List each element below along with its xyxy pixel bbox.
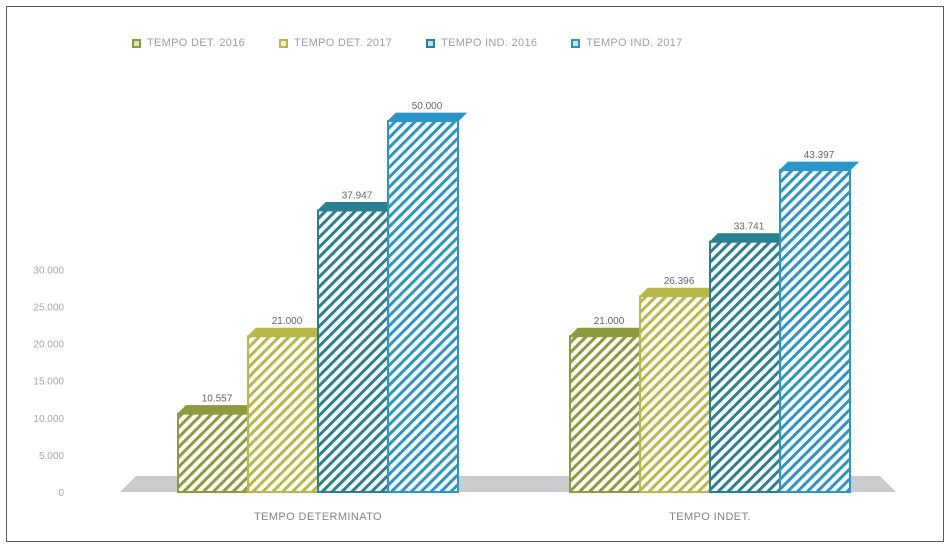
legend-swatch-series-1: [132, 38, 141, 48]
data-label: 21.000: [594, 316, 625, 327]
y-tick-label: 20.000: [33, 340, 64, 351]
bar: [569, 335, 641, 493]
bar: [317, 209, 389, 493]
data-label: 21.000: [272, 316, 303, 327]
legend: TEMPO DET. 2016 TEMPO DET. 2017 TEMPO IN…: [132, 34, 852, 52]
data-label: 43.397: [804, 150, 835, 161]
bar: [177, 412, 249, 493]
bar-top: [246, 327, 328, 337]
bar-top: [568, 327, 650, 337]
bar: [247, 335, 319, 493]
bar: [387, 120, 459, 493]
bar-top: [708, 233, 790, 243]
legend-label-series-1: TEMPO DET. 2016: [147, 37, 246, 49]
bar-top: [316, 202, 398, 212]
data-label: 37.947: [342, 191, 373, 202]
y-tick-label: 5.000: [39, 451, 64, 462]
legend-item: TEMPO IND. 2016: [426, 37, 537, 49]
y-tick-label: 0: [58, 488, 64, 499]
bar: [639, 295, 711, 493]
legend-swatch-series-4: [571, 38, 581, 48]
bar-top: [638, 287, 720, 297]
bar: [779, 169, 851, 494]
legend-item: TEMPO IND. 2017: [571, 37, 682, 49]
legend-swatch-series-3: [426, 38, 436, 48]
y-tick-label: 10.000: [33, 414, 64, 425]
bar-top: [778, 161, 860, 171]
legend-item: TEMPO DET. 2017: [279, 37, 392, 49]
data-label: 10.557: [202, 394, 233, 405]
legend-item: TEMPO DET. 2016: [132, 37, 245, 49]
y-tick-label: 30.000: [33, 265, 64, 276]
data-label: 50.000: [412, 101, 443, 112]
x-category-label: TEMPO DETERMINATO: [254, 511, 382, 523]
y-tick-label: 25.000: [33, 303, 64, 314]
data-label: 26.396: [664, 276, 695, 287]
legend-label-series-3: TEMPO IND. 2016: [441, 37, 538, 49]
y-tick-label: 15.000: [33, 377, 64, 388]
bar: [709, 240, 781, 493]
bar-top: [176, 405, 258, 415]
legend-label-series-2: TEMPO DET. 2017: [294, 37, 393, 49]
legend-label-series-4: TEMPO IND. 2017: [586, 37, 683, 49]
data-label: 33.741: [734, 222, 765, 233]
legend-swatch-series-2: [279, 38, 289, 48]
bar-top: [386, 112, 468, 122]
x-category-label: TEMPO INDET.: [669, 511, 751, 523]
